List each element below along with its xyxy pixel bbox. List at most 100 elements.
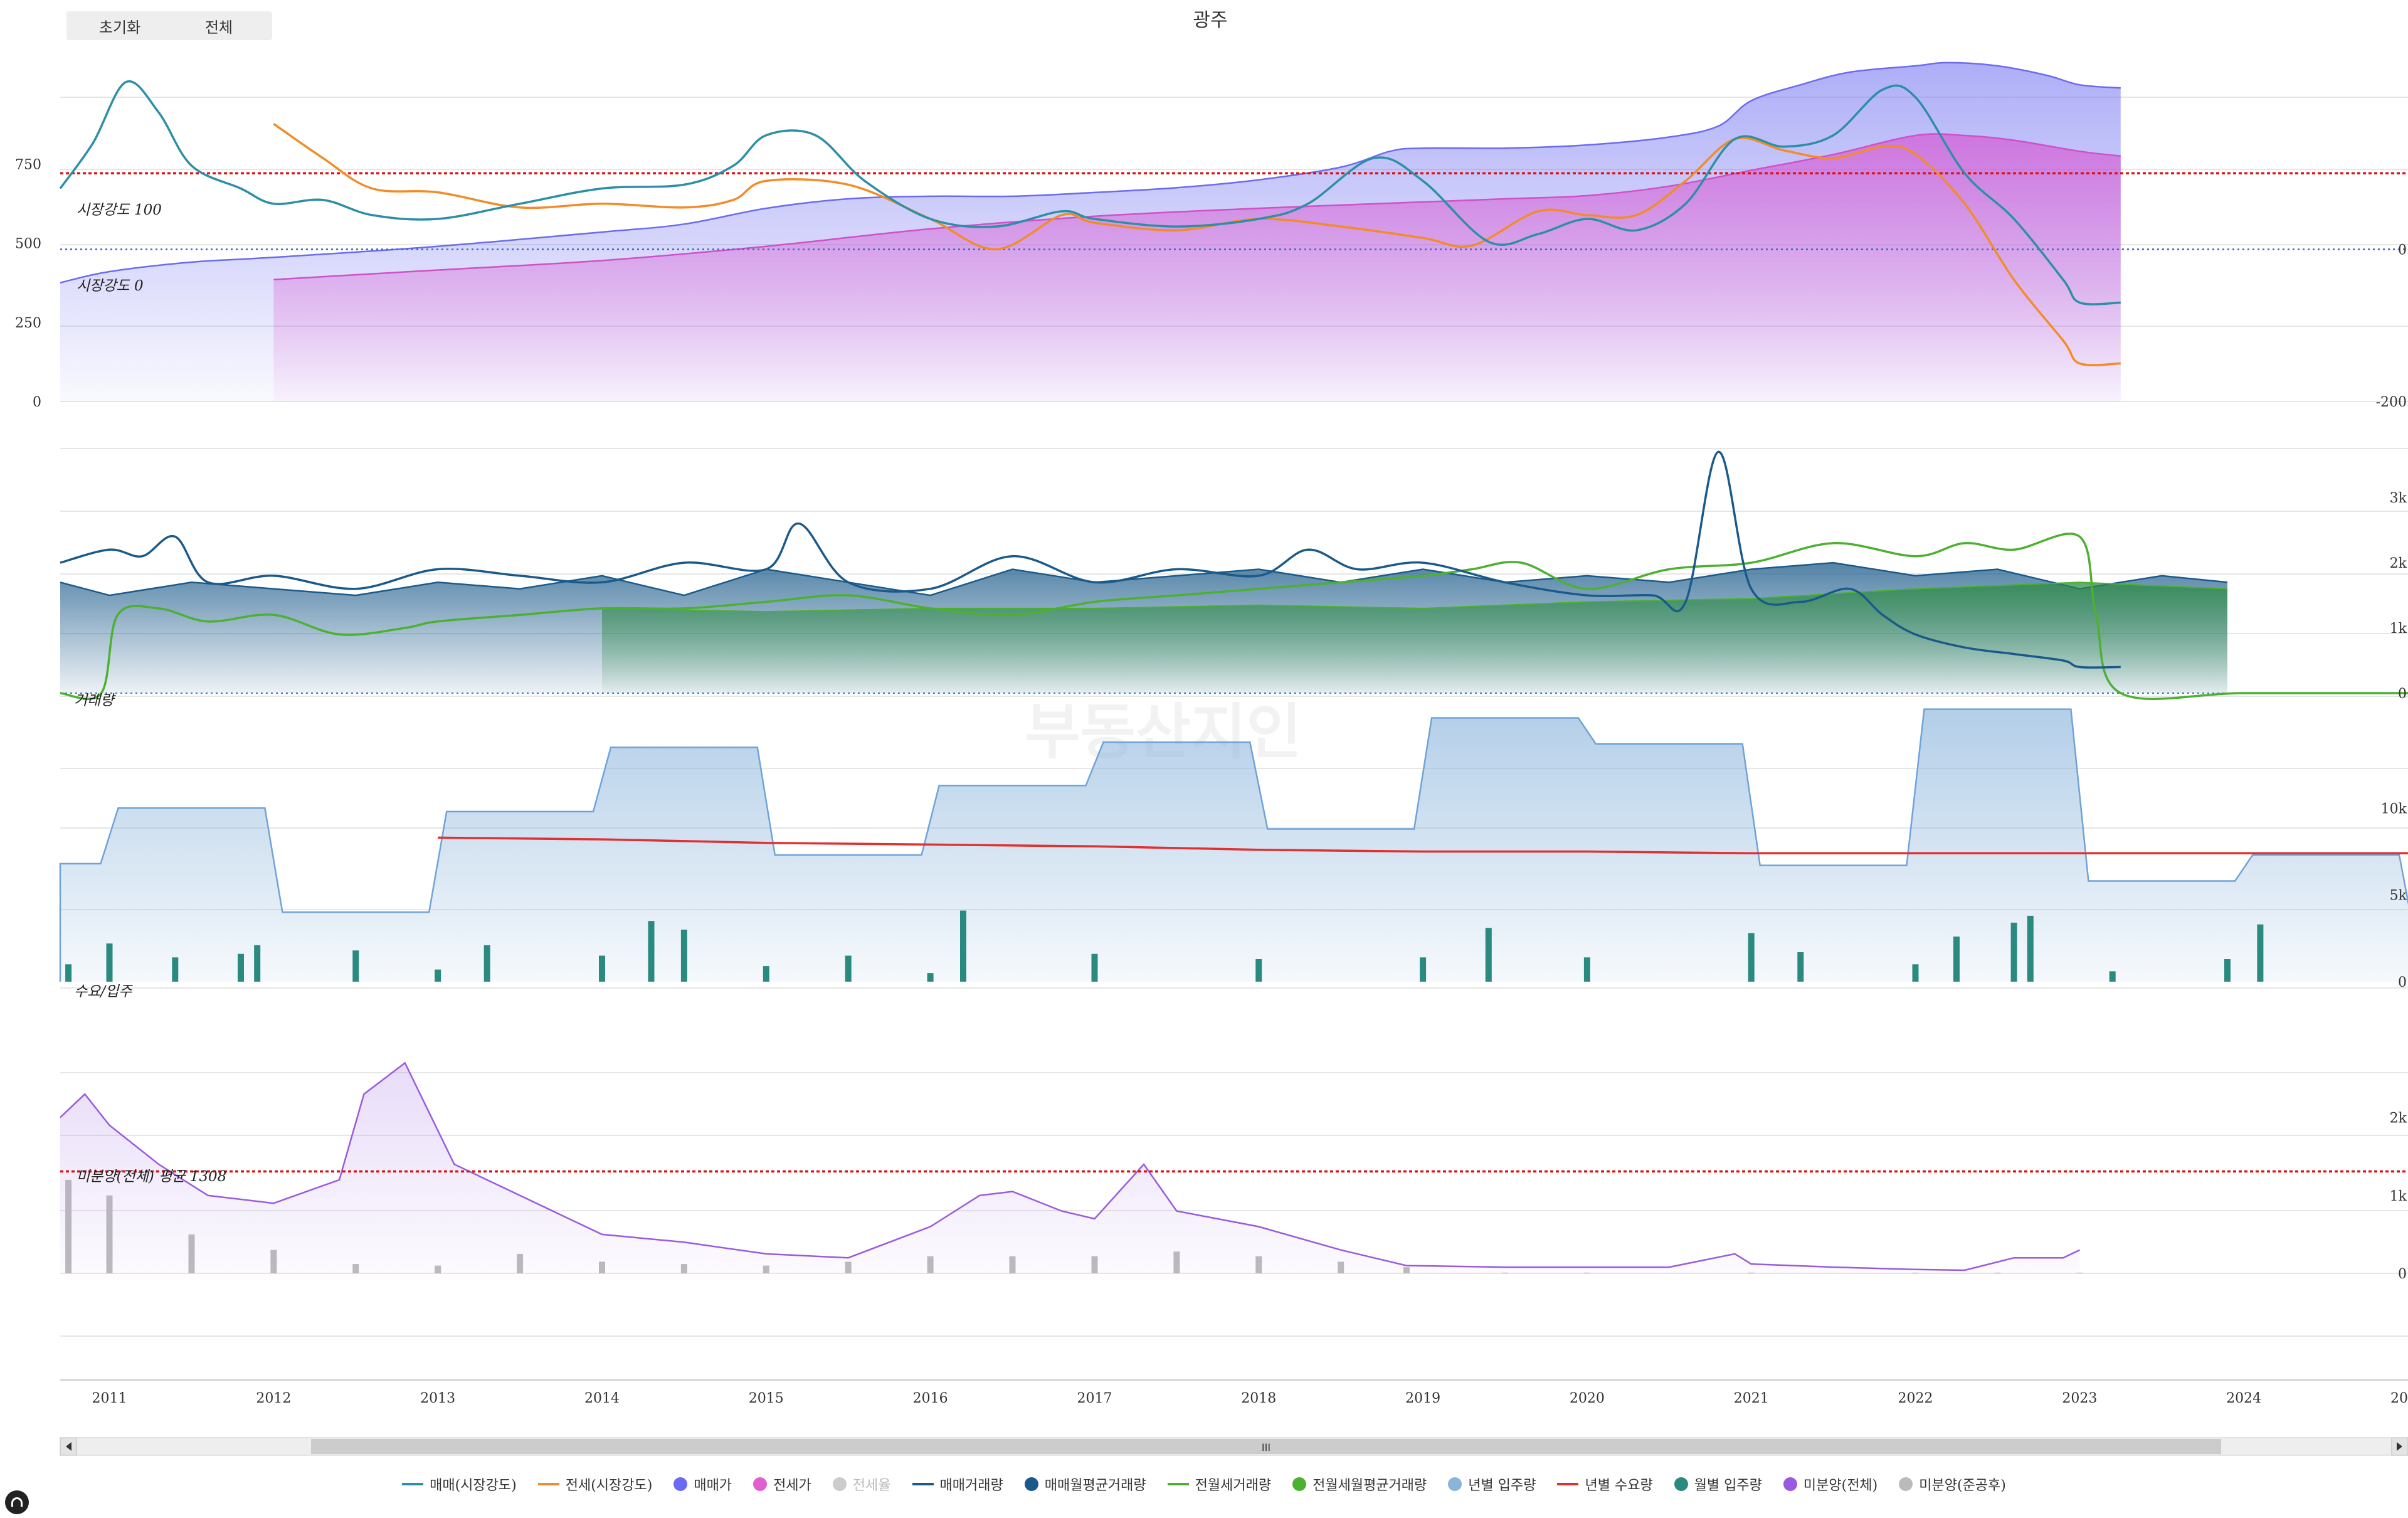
legend-label: 전세율: [852, 1478, 891, 1494]
legend-label: 년별 수요량: [1585, 1478, 1653, 1494]
scrollbar-grip: III: [1262, 1441, 1270, 1453]
legend-label: 전월세월평균거래량: [1312, 1478, 1427, 1494]
monthly-supply-bar: [1420, 957, 1427, 982]
unsold-line: [60, 1061, 2080, 1271]
monthly-supply-bar: [238, 953, 244, 982]
unsold-tick-label: 1k: [2390, 1189, 2407, 1204]
rent-volume-avg-area: [602, 582, 2227, 693]
monthly-supply-bar: [2010, 922, 2017, 982]
jeonse-price-line: [273, 133, 2121, 280]
legend-label: 매매(시장강도): [430, 1478, 517, 1494]
monthly-supply-bar: [254, 945, 261, 982]
legend-item[interactable]: 전월세거래량: [1167, 1474, 1271, 1494]
x-tick-label: 2020: [1570, 1391, 1605, 1406]
x-tick-label: 2015: [749, 1391, 784, 1406]
monthly-supply-bar: [106, 943, 113, 982]
monthly-supply-bar: [352, 950, 359, 982]
unsold-tick-label: 2k: [2390, 1111, 2407, 1127]
legend-label: 미분양(전체): [1803, 1478, 1878, 1494]
legend-item[interactable]: 매매(시장강도): [402, 1474, 517, 1494]
sale-volume-line: [60, 450, 2121, 669]
x-tick-label: 2014: [584, 1391, 620, 1406]
legend-item[interactable]: 전세율: [832, 1474, 891, 1494]
monthly-supply-bar: [680, 930, 687, 982]
monthly-supply-bar: [1255, 959, 1262, 982]
legend-label: 년별 입주량: [1468, 1478, 1536, 1494]
scrollbar-thumb[interactable]: [311, 1439, 2221, 1454]
monthly-supply-bar: [1797, 952, 1804, 982]
legend-dot-swatch: [753, 1477, 768, 1491]
legend-line-swatch: [1167, 1483, 1189, 1485]
monthly-supply-bar: [2109, 971, 2116, 982]
legend-line-swatch: [402, 1483, 424, 1485]
unsold-tick-label: 0: [2398, 1266, 2407, 1282]
legend-label: 미분양(준공후): [1919, 1478, 2006, 1494]
legend-item[interactable]: 미분양(전체): [1783, 1474, 1877, 1494]
home-icon[interactable]: [5, 1490, 29, 1514]
legend-line-swatch: [1557, 1483, 1579, 1485]
monthly-supply-bar: [599, 955, 605, 982]
monthly-supply-bar: [1912, 964, 1919, 982]
legend-item[interactable]: 년별 수요량: [1557, 1474, 1653, 1494]
supply-tick-label: 10k: [2381, 801, 2407, 817]
left-tick-label: 500: [15, 236, 41, 252]
axis-labels: 2011 2012 2013 2014 2015 2016 2017 2018 2019 2020…: [15, 157, 2408, 1406]
legend-label: 전세가: [773, 1478, 811, 1494]
x-tick-label: 2025: [2390, 1391, 2408, 1406]
legend-item[interactable]: 월별 입주량: [1674, 1474, 1762, 1494]
chart-title: 광주: [1193, 9, 1227, 31]
legend-dot-swatch: [1783, 1477, 1797, 1491]
legend-item[interactable]: 년별 입주량: [1448, 1474, 1536, 1494]
supply-tick-label: 0: [2398, 975, 2407, 990]
legend-item[interactable]: 전세가: [753, 1474, 811, 1494]
scroll-left-icon: [66, 1442, 71, 1451]
legend: 매매(시장강도) 전세(시장강도) 매매가 전세가 전세율 매매거래량 매매월평균거래량 전월…: [0, 1474, 2408, 1494]
legend-dot-swatch: [673, 1477, 688, 1491]
legend-dot-swatch: [1024, 1477, 1038, 1491]
legend-item[interactable]: 미분양(준공후): [1899, 1474, 2006, 1494]
x-tick-label: 2024: [2226, 1391, 2261, 1406]
price-panel: [59, 61, 2408, 401]
sale-price-line: [60, 61, 2121, 284]
monthly-supply-bar: [65, 964, 72, 982]
sale-volume-avg-line: [60, 561, 2228, 597]
legend-label: 매매가: [694, 1478, 732, 1494]
monthly-supply-bar: [1748, 933, 1755, 982]
volume-tick-label: 2k: [2390, 556, 2407, 571]
monthly-supply-bar: [1583, 957, 1590, 982]
x-tick-label: 2017: [1077, 1391, 1112, 1406]
monthly-supply-bar: [435, 969, 441, 982]
legend-item[interactable]: 매매월평균거래량: [1024, 1474, 1146, 1494]
legend-item[interactable]: 전월세월평균거래량: [1292, 1474, 1427, 1494]
volume-panel: [60, 450, 2408, 700]
legend-dot-swatch: [1448, 1477, 1462, 1491]
unsold-panel: [60, 1061, 2408, 1273]
legend-dot-swatch: [832, 1477, 847, 1491]
legend-dot-swatch: [1899, 1477, 1913, 1491]
x-tick-label: 2011: [92, 1391, 127, 1406]
legend-item[interactable]: 매매거래량: [912, 1474, 1003, 1494]
rent-volume-line: [60, 533, 2408, 700]
volume-tick-label: 0: [2398, 686, 2407, 702]
annual-supply-line: [59, 708, 2408, 982]
right-tick-label: 0: [2398, 243, 2407, 258]
monthly-supply-bar: [2257, 924, 2264, 982]
reset-button[interactable]: 초기화: [66, 11, 173, 40]
x-tick-label: 2023: [2062, 1391, 2097, 1406]
annotations: 시장강도 100 시장강도 0 거래량 수요/입주 미분양(전체) 평균 130…: [74, 202, 226, 1185]
annual-supply-area: [60, 709, 2408, 982]
range-scrollbar[interactable]: III: [60, 1437, 2408, 1456]
x-tick-label: 2012: [256, 1391, 291, 1406]
legend-item[interactable]: 전세(시장강도): [537, 1474, 652, 1494]
monthly-supply-bar: [763, 966, 769, 982]
x-tick-label: 2018: [1241, 1391, 1276, 1406]
monthly-supply-bar: [845, 955, 852, 982]
jeonse-strength-line: [273, 122, 2121, 366]
monthly-supply-bar: [1953, 937, 1960, 982]
legend-item[interactable]: 매매가: [673, 1474, 732, 1494]
monthly-supply-bar: [483, 945, 490, 982]
unsold-area: [60, 1063, 2080, 1273]
volume-tick-label: 1k: [2390, 621, 2407, 637]
all-button[interactable]: 전체: [166, 11, 272, 40]
